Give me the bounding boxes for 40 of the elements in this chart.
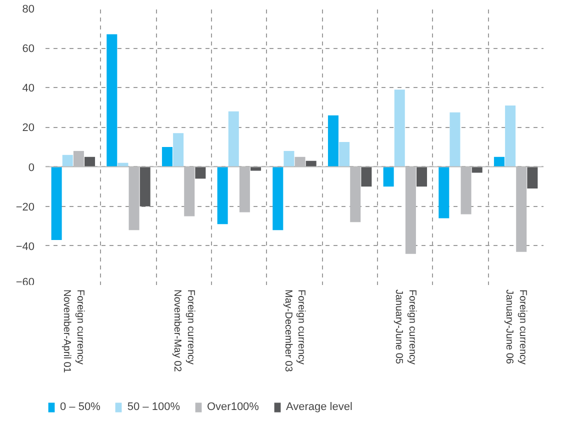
y-tick-label: 20 <box>22 122 35 134</box>
bar <box>51 166 62 240</box>
x-tick-label: Foreign currency May-December 03 <box>282 290 307 372</box>
bar <box>162 147 172 167</box>
bar <box>284 150 294 167</box>
bar <box>505 105 516 167</box>
x-tick-label: Foreign currency January-June 05 <box>393 290 418 365</box>
y-tick-label: 0 <box>28 162 35 174</box>
bar <box>217 166 228 224</box>
bar <box>416 166 428 187</box>
bar <box>140 166 150 206</box>
bar <box>272 166 284 230</box>
y-tick-label: 80 <box>22 4 35 16</box>
bar <box>106 34 118 167</box>
bar <box>173 133 184 167</box>
bar <box>228 111 239 167</box>
bar <box>438 166 450 218</box>
y-tick-label: −40 <box>16 240 35 253</box>
bar <box>306 160 316 167</box>
bar <box>62 154 73 167</box>
bar <box>394 90 405 167</box>
bar <box>494 156 504 167</box>
legend-label: Over100% <box>206 401 259 413</box>
x-tick-label: Foreign currency November-May 02 <box>172 290 196 372</box>
bar <box>450 112 460 167</box>
bar <box>328 115 338 167</box>
bar <box>527 166 538 189</box>
legend-label: 50 – 100% <box>127 401 180 413</box>
x-tick-label: Foreign currency November-April 01 <box>61 290 86 374</box>
bar <box>84 156 96 167</box>
y-tick-label: 60 <box>22 43 35 56</box>
bar <box>339 142 350 167</box>
y-tick-label: −20 <box>16 201 35 214</box>
bar <box>383 166 394 187</box>
legend-label: Average level <box>286 401 352 413</box>
legend-label: 0 – 50% <box>60 401 100 413</box>
x-tick-label: Foreign currency January-June 06 <box>504 290 528 365</box>
y-tick-label: 40 <box>22 82 35 95</box>
bar <box>195 166 206 179</box>
bar <box>361 166 372 187</box>
